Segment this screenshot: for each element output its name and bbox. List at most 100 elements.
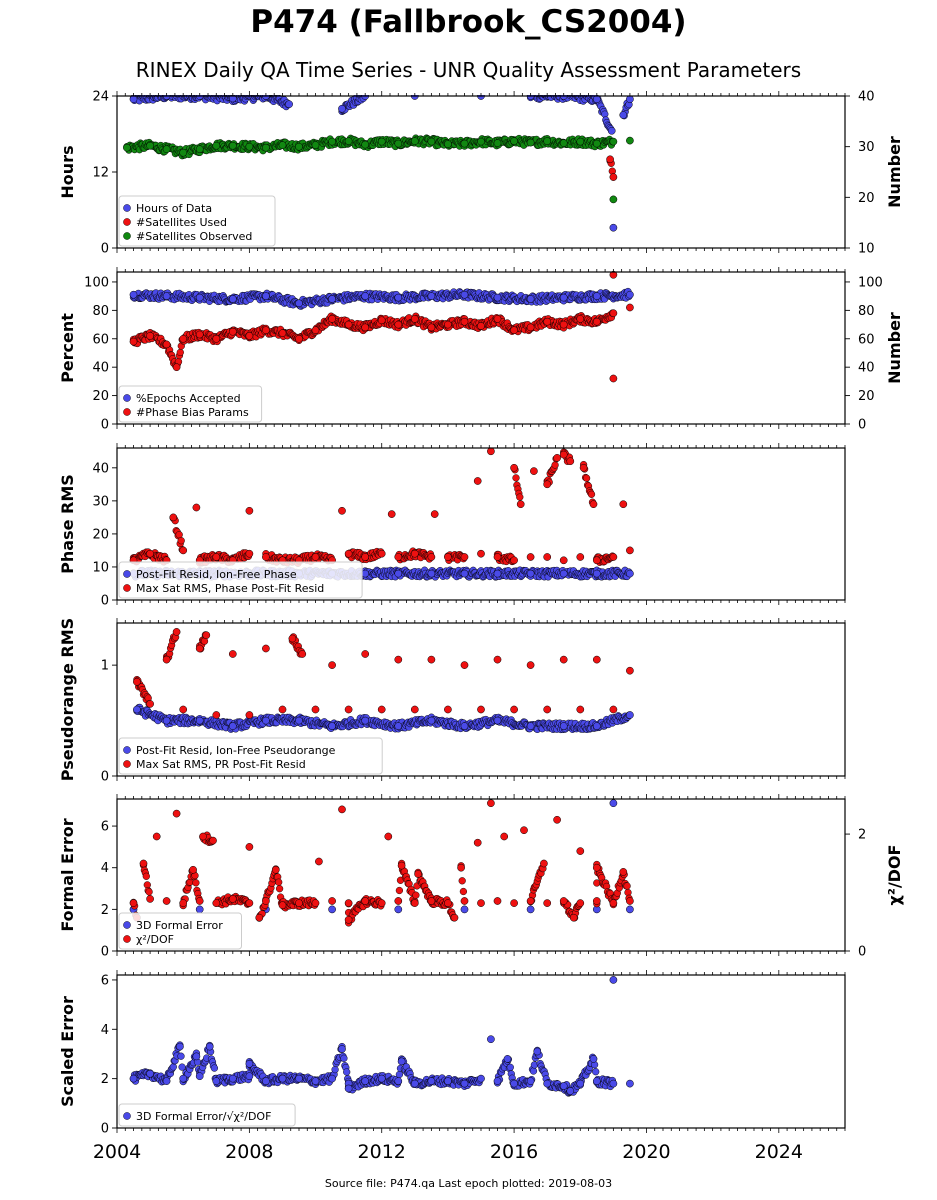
data-point bbox=[626, 546, 634, 555]
data-point bbox=[543, 705, 552, 714]
data-point bbox=[195, 716, 204, 725]
y-tick-label-right: 20 bbox=[858, 389, 875, 404]
data-point bbox=[172, 628, 181, 636]
data-point bbox=[609, 173, 618, 181]
data-point bbox=[587, 490, 596, 498]
data-point bbox=[609, 195, 618, 204]
data-point bbox=[245, 332, 254, 340]
data-point bbox=[175, 531, 183, 539]
data-point bbox=[460, 317, 469, 326]
page-title: P474 (Fallbrook_CS2004) bbox=[250, 4, 687, 40]
panel-3: 0 10 20 30 40 Phase RMS Post-Fit Resid, Ion-Fr… bbox=[58, 443, 846, 609]
data-point bbox=[394, 293, 403, 302]
data-point bbox=[526, 553, 535, 561]
data-point bbox=[189, 865, 197, 874]
data-point bbox=[626, 666, 634, 675]
data-point bbox=[262, 292, 270, 300]
data-point bbox=[311, 705, 320, 714]
data-point bbox=[427, 655, 436, 664]
data-point bbox=[298, 650, 307, 658]
y-axis-label: Formal Error bbox=[58, 818, 77, 931]
data-point bbox=[543, 553, 552, 561]
series-2 bbox=[129, 271, 634, 383]
data-point bbox=[526, 661, 535, 669]
data-point bbox=[395, 886, 404, 895]
data-point bbox=[427, 137, 436, 146]
data-point bbox=[559, 655, 568, 664]
y-tick-label: 20 bbox=[92, 389, 109, 404]
data-point bbox=[228, 722, 237, 730]
data-point bbox=[195, 293, 204, 302]
data-point bbox=[172, 809, 181, 818]
data-point bbox=[450, 913, 459, 922]
y-tick-label: 10 bbox=[92, 560, 109, 575]
data-point bbox=[592, 556, 601, 565]
y-tick-label: 20 bbox=[92, 527, 109, 542]
legend-entry: Post-Fit Resid, Ion-Free Pseudorange bbox=[136, 744, 336, 757]
legend-box bbox=[118, 561, 363, 599]
data-point bbox=[457, 863, 465, 872]
data-point bbox=[146, 700, 154, 708]
data-point bbox=[459, 887, 468, 896]
data-point bbox=[133, 677, 141, 686]
y-tick-label: 80 bbox=[92, 304, 109, 319]
data-point bbox=[179, 148, 188, 157]
y-tick-label: 0 bbox=[101, 242, 109, 257]
data-point bbox=[177, 1052, 185, 1060]
data-point bbox=[245, 843, 254, 851]
data-point bbox=[512, 474, 520, 482]
data-points bbox=[129, 799, 634, 927]
data-point bbox=[576, 315, 585, 323]
data-point bbox=[195, 644, 204, 653]
y-tick-label-right: 60 bbox=[858, 332, 875, 347]
data-point bbox=[606, 155, 614, 164]
data-point bbox=[493, 897, 502, 905]
y-tick-label-right: 40 bbox=[858, 361, 875, 376]
legend-entry: Max Sat RMS, PR Post-Fit Resid bbox=[136, 758, 306, 771]
data-point bbox=[626, 303, 634, 312]
data-point bbox=[344, 915, 353, 924]
legend-entry: 3D Formal Error bbox=[136, 919, 223, 932]
data-point bbox=[592, 139, 601, 148]
data-point bbox=[626, 569, 634, 578]
data-point bbox=[288, 634, 297, 643]
data-point bbox=[430, 510, 439, 518]
legend-marker bbox=[123, 218, 131, 226]
data-point bbox=[626, 136, 634, 145]
data-point bbox=[394, 569, 403, 578]
data-point bbox=[387, 510, 396, 518]
data-point bbox=[477, 322, 485, 330]
series-1 bbox=[129, 287, 634, 310]
data-point bbox=[520, 826, 528, 835]
data-point bbox=[328, 295, 336, 303]
data-point bbox=[384, 832, 393, 841]
data-point bbox=[195, 330, 204, 339]
data-point bbox=[427, 569, 436, 578]
data-point bbox=[460, 569, 469, 578]
data-point bbox=[338, 805, 346, 814]
data-point bbox=[169, 1063, 177, 1071]
y-tick-label: 6 bbox=[101, 820, 109, 835]
data-point bbox=[609, 223, 618, 232]
data-point bbox=[493, 569, 502, 578]
data-point bbox=[394, 655, 403, 664]
data-point bbox=[162, 655, 171, 664]
data-point bbox=[361, 292, 370, 300]
data-point bbox=[228, 95, 237, 103]
data-point bbox=[199, 832, 207, 841]
data-point bbox=[169, 513, 178, 522]
legend-marker bbox=[123, 408, 131, 416]
data-point bbox=[295, 299, 303, 308]
legend-entry: %Epochs Accepted bbox=[136, 392, 241, 405]
data-point bbox=[377, 899, 386, 907]
data-point bbox=[278, 141, 287, 149]
data-point bbox=[444, 140, 452, 148]
data-point bbox=[427, 553, 436, 561]
data-point bbox=[162, 340, 171, 349]
legend-marker bbox=[123, 570, 131, 578]
data-point bbox=[361, 569, 370, 578]
data-point bbox=[592, 317, 601, 326]
data-point bbox=[397, 861, 406, 870]
